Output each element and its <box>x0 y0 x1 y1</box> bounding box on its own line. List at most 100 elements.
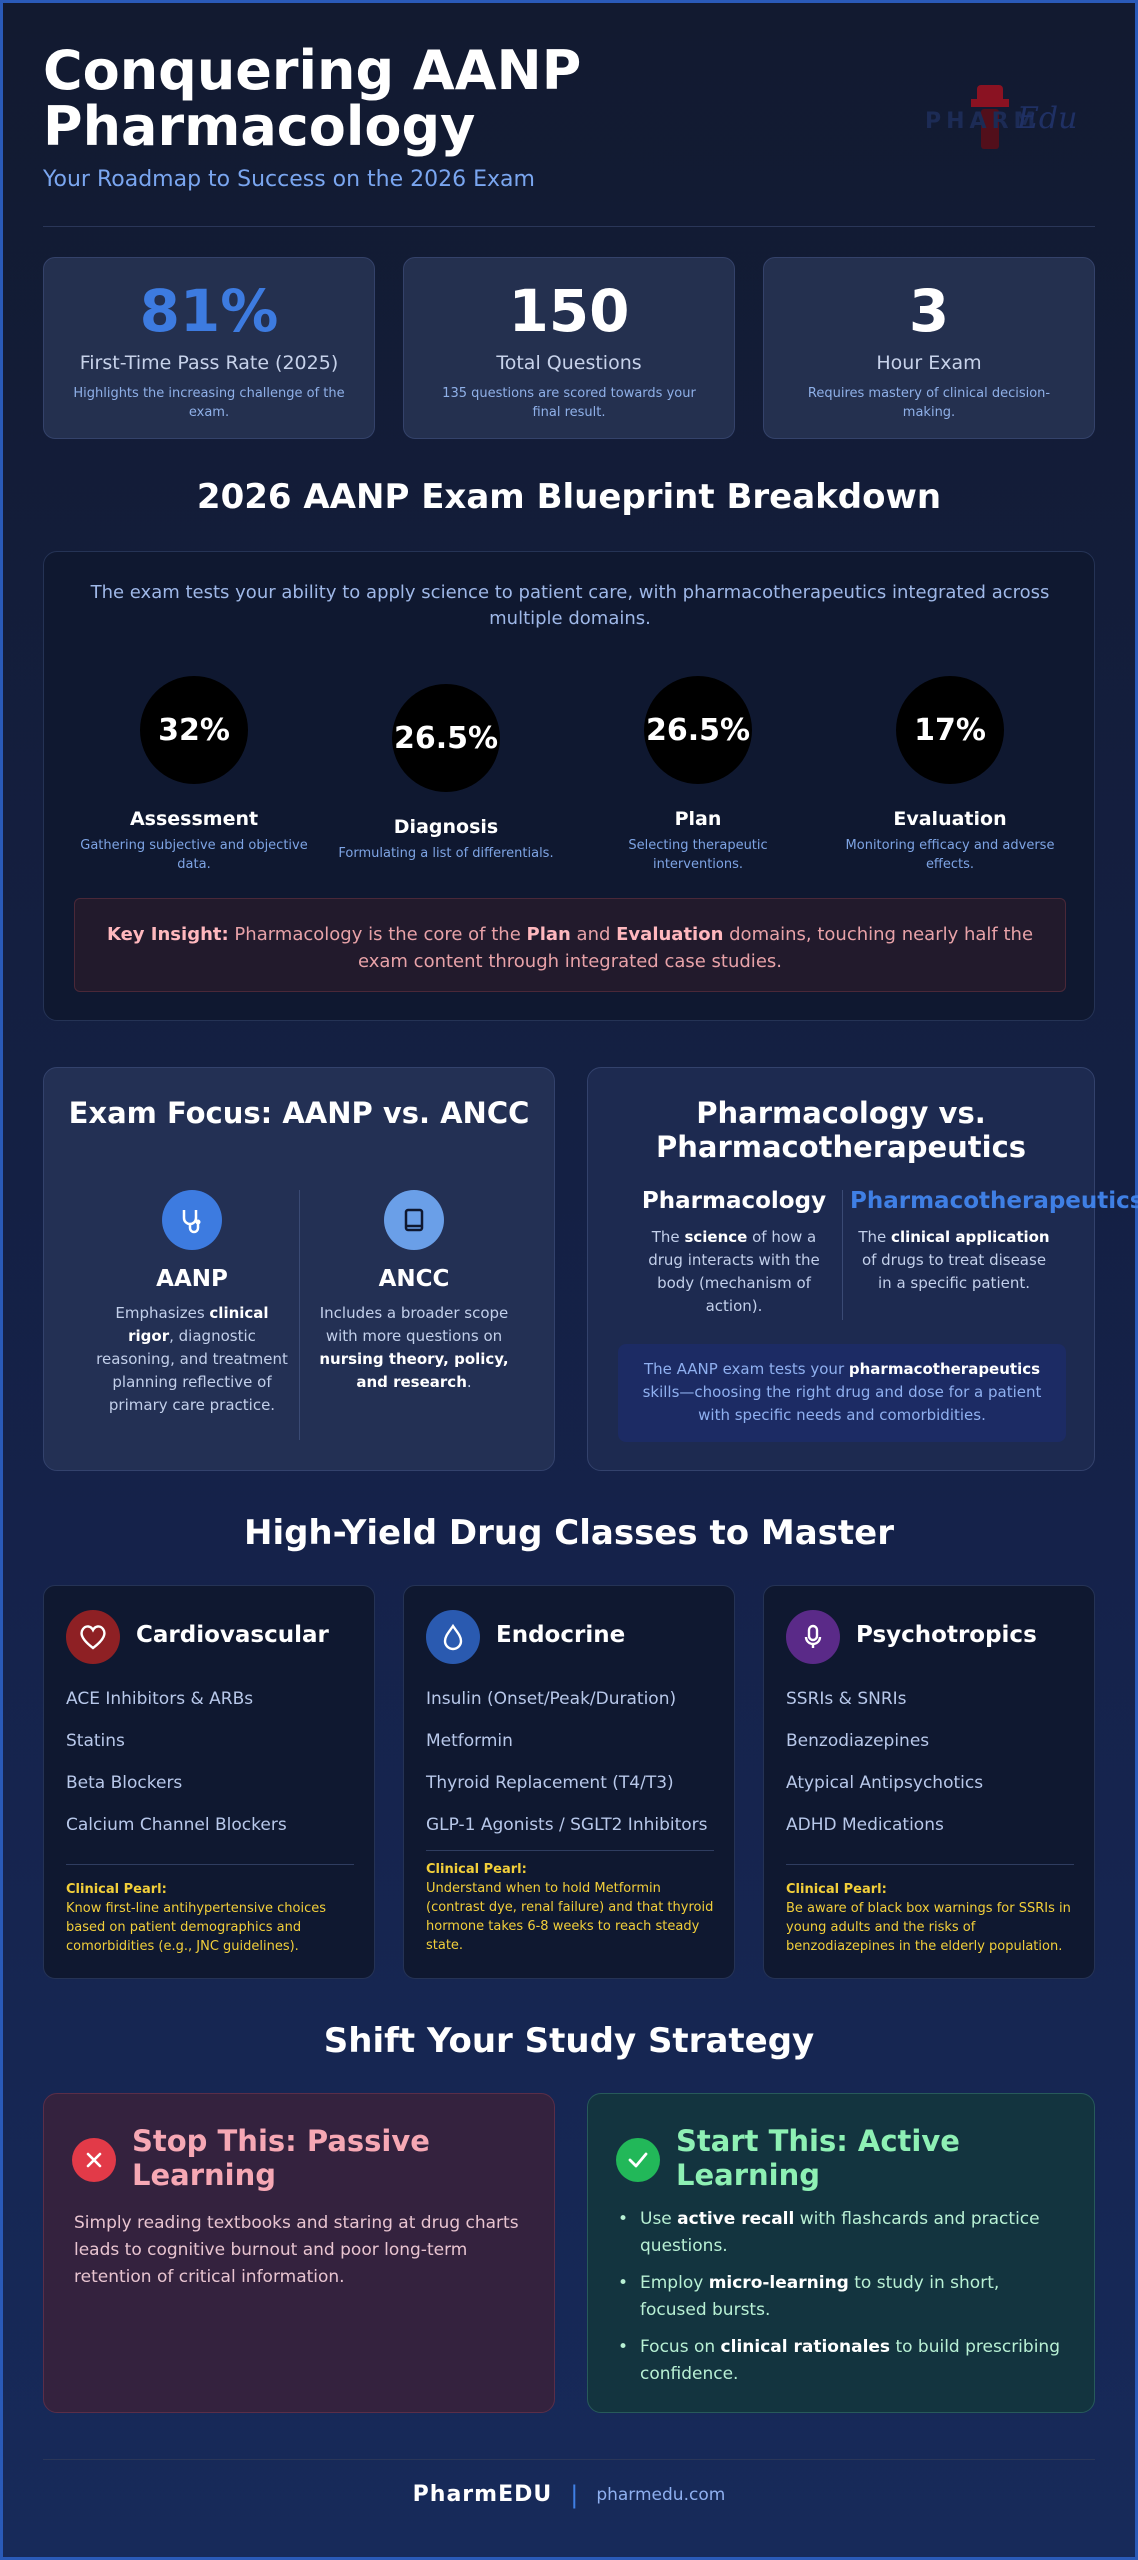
blueprint-card: The exam tests your ability to apply sci… <box>43 551 1095 1021</box>
drug-card-endocrine: Endocrine Insulin (Onset/Peak/Duration) … <box>403 1585 735 1979</box>
divider <box>426 1850 714 1851</box>
divider <box>786 1864 1074 1865</box>
pill-bottle-icon <box>981 109 999 149</box>
desc-text: of how a drug interacts with the body (m… <box>648 1228 820 1315</box>
domain-desc: Monitoring efficacy and adverse effects. <box>845 838 1055 872</box>
stat-value: 150 <box>508 277 630 345</box>
list-item: Benzodiazepines <box>786 1731 930 1751</box>
drug-card-psychotropics: Psychotropics SSRIs & SNRIs Benzodiazepi… <box>763 1585 1095 1979</box>
header: Conquering AANP Pharmacology Your Roadma… <box>43 43 1095 227</box>
insight-plan: Plan <box>526 924 571 945</box>
pearl-text: Be aware of black box warnings for SSRIs… <box>786 1901 1071 1954</box>
stat-desc: Requires mastery of clinical decision-ma… <box>807 386 1051 420</box>
clinical-pearl: Clinical Pearl: Understand when to hold M… <box>426 1860 718 1955</box>
page-title: Conquering AANP Pharmacology <box>43 39 582 158</box>
desc-text: The <box>858 1228 892 1246</box>
stethoscope-glyph <box>182 1210 201 1234</box>
insight-text: domains, touching nearly half the exam c… <box>357 924 1034 972</box>
graduation-cap-icon <box>977 85 1003 103</box>
domain-percent-circle: 17% <box>896 676 1004 784</box>
item-text: Focus on <box>640 2337 721 2357</box>
pharmacology-heading: Pharmacology <box>641 1188 827 1214</box>
pharmacotherapeutics-heading: Pharmacotherapeutics <box>850 1188 1138 1214</box>
stat-card-pass-rate: 81% First-Time Pass Rate (2025) Highligh… <box>43 257 375 439</box>
drug-card-cardiovascular: Cardiovascular ACE Inhibitors & ARBs Sta… <box>43 1585 375 1979</box>
domain-diagnosis: 26.5% Diagnosis Formulating a list of di… <box>326 684 566 863</box>
footer: PharmEDU | pharmedu.com <box>43 2459 1095 2529</box>
stat-card-hours: 3 Hour Exam Requires mastery of clinical… <box>763 257 1095 439</box>
pharmacology-comparison-title: Pharmacology vs. Pharmacotherapeutics <box>655 1096 1027 1164</box>
pharmacology-column: Pharmacology The science of how a drug i… <box>634 1188 834 1318</box>
domain-name: Diagnosis <box>393 816 499 838</box>
desc-text: of drugs to treat disease in a specific … <box>861 1251 1047 1292</box>
pharmacology-comparison-card: Pharmacology vs. Pharmacotherapeutics Ph… <box>587 1067 1138 1471</box>
domain-name: Evaluation <box>893 808 1007 830</box>
insight-text: Pharmacology is the core of the <box>228 924 527 945</box>
list-item: Thyroid Replacement (T4/T3) <box>426 1773 674 1793</box>
brain-icon <box>786 1610 840 1664</box>
pharmedu-logo: PHARM Edu <box>925 83 1095 153</box>
stat-value: 3 <box>908 277 950 345</box>
note-bold: pharmacotherapeutics <box>848 1360 1041 1378</box>
insight-evaluation: Evaluation <box>616 924 724 945</box>
item-text: with flashcards and practice questions. <box>640 2209 1040 2256</box>
footer-link[interactable]: pharmedu.com <box>596 2484 726 2505</box>
blueprint-heading: 2026 AANP Exam Blueprint Breakdown <box>196 477 942 517</box>
pharmacology-desc: The science of how a drug interacts with… <box>634 1226 834 1318</box>
org-desc: Includes a broader scope with more quest… <box>314 1302 514 1394</box>
droplet-glyph <box>443 1623 463 1651</box>
divider <box>66 1864 354 1865</box>
list-item: SSRIs & SNRIs <box>786 1689 907 1709</box>
note-text: The AANP exam tests your <box>643 1360 849 1378</box>
insight-text: and <box>570 924 617 945</box>
stat-value: 81% <box>139 277 279 345</box>
domain-plan: 26.5% Plan Selecting therapeutic interve… <box>578 676 818 874</box>
start-list: Use active recall with flashcards and pr… <box>618 2206 1068 2398</box>
drug-list: SSRIs & SNRIs Benzodiazepines Atypical A… <box>786 1678 983 1846</box>
close-glyph <box>86 2152 102 2168</box>
list-item: Metformin <box>426 1731 513 1751</box>
org-desc-text: . <box>466 1373 472 1391</box>
domain-name: Plan <box>674 808 722 830</box>
book-glyph <box>404 1208 424 1232</box>
item-bold: active recall <box>677 2209 795 2229</box>
stat-desc: Highlights the increasing challenge of t… <box>73 386 345 420</box>
stat-desc: 135 questions are scored towards your fi… <box>442 386 696 420</box>
insight-label: Key Insight: <box>106 924 229 945</box>
org-desc: Emphasizes clinical rigor, diagnostic re… <box>92 1302 292 1417</box>
pharmacotherapeutics-column: Pharmacotherapeutics The clinical applic… <box>850 1188 1138 1295</box>
domain-desc: Selecting therapeutic interventions. <box>628 838 768 872</box>
item-text: Use <box>640 2209 678 2229</box>
pearl-text: Know first-line antihypertensive choices… <box>66 1901 327 1954</box>
start-active-learning-card: Start This: Active Learning Use active r… <box>587 2093 1095 2413</box>
org-desc-bold: clinical rigor <box>128 1304 269 1345</box>
org-desc-text: Includes a broader scope with more quest… <box>319 1304 509 1345</box>
list-item: Statins <box>66 1731 125 1751</box>
stat-label: Total Questions <box>496 352 642 374</box>
item-bold: micro-learning <box>708 2273 849 2293</box>
item-text: to study in short, focused bursts. <box>640 2273 1000 2320</box>
pharmacotherapeutics-desc: The clinical application of drugs to tre… <box>856 1226 1052 1295</box>
desc-bold: clinical application <box>891 1228 1050 1246</box>
drug-classes-heading: High-Yield Drug Classes to Master <box>243 1513 894 1553</box>
pearl-label: Clinical Pearl: <box>66 1882 167 1897</box>
heart-icon <box>66 1610 120 1664</box>
exam-focus-title: Exam Focus: AANP vs. ANCC <box>68 1096 530 1130</box>
domain-percent-circle: 26.5% <box>644 676 752 784</box>
item-text: to build prescribing confidence. <box>640 2337 1060 2384</box>
stat-label: First-Time Pass Rate (2025) <box>79 352 339 374</box>
page-subtitle: Your Roadmap to Success on the 2026 Exam <box>43 167 535 192</box>
graduation-cap-brim <box>971 99 1009 107</box>
domain-name: Assessment <box>129 808 259 830</box>
list-item: ADHD Medications <box>786 1815 944 1835</box>
domain-evaluation: 17% Evaluation Monitoring efficacy and a… <box>830 676 1070 874</box>
start-title: Start This: Active Learning <box>676 2124 960 2192</box>
desc-text: The <box>651 1228 685 1246</box>
blueprint-intro: The exam tests your ability to apply sci… <box>90 582 1050 629</box>
close-icon <box>72 2138 116 2182</box>
footer-separator: | <box>570 2480 579 2509</box>
stethoscope-icon <box>162 1190 222 1250</box>
stats-row: 81% First-Time Pass Rate (2025) Highligh… <box>43 257 1095 439</box>
domain-desc: Gathering subjective and objective data. <box>80 838 308 872</box>
item-text: Employ <box>640 2273 709 2293</box>
